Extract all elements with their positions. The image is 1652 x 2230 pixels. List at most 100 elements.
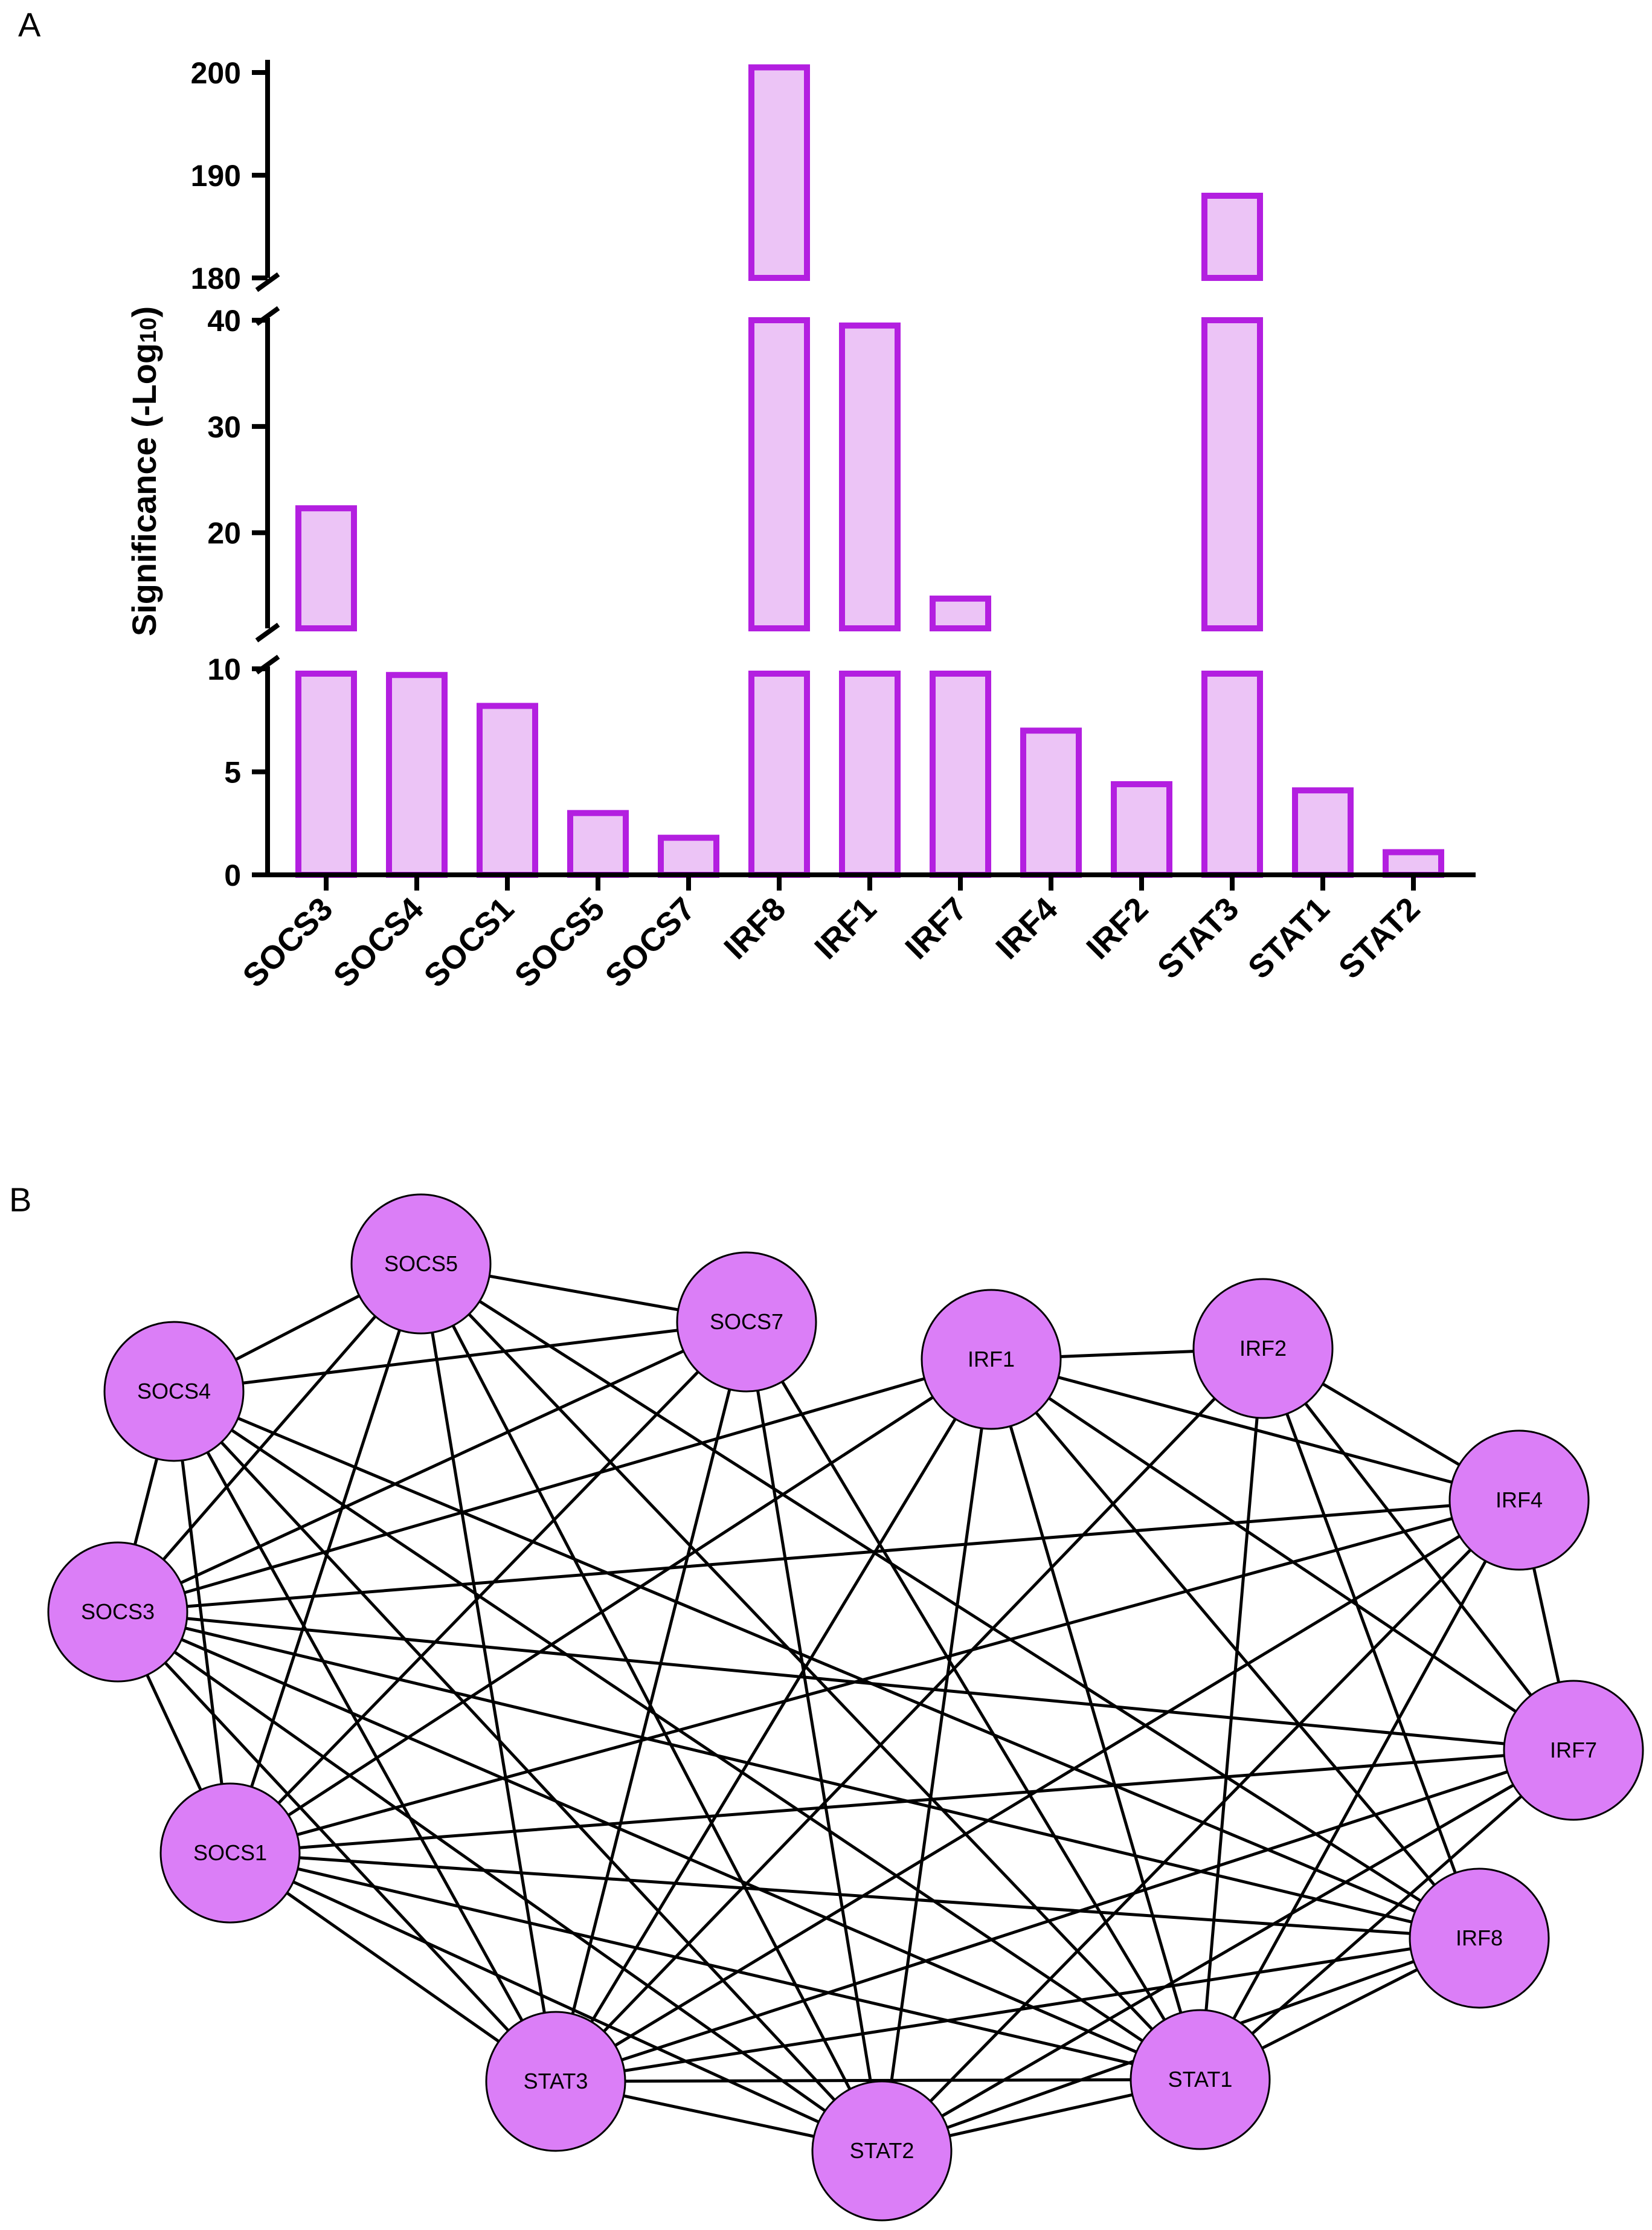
node-label: SOCS4 xyxy=(137,1379,211,1403)
axis-break-mark xyxy=(255,622,280,643)
y-tick-label: 0 xyxy=(224,859,241,892)
edge-socs4-stat1 xyxy=(173,1390,1201,2081)
node-irf1: IRF1 xyxy=(921,1289,1062,1430)
edge-irf7-socs1 xyxy=(230,1748,1574,1855)
x-tick-label: STAT3 xyxy=(1151,891,1246,986)
node-irf4: IRF4 xyxy=(1448,1429,1590,1571)
node-circle xyxy=(676,1251,817,1393)
y-ticks: 0 5 10 20 30 40 180 190 200 xyxy=(191,56,268,892)
node-stat2: STAT2 xyxy=(811,2080,953,2222)
edge-socs1-stat1 xyxy=(230,1851,1201,2081)
node-circle xyxy=(47,1541,188,1683)
node-socs4: SOCS4 xyxy=(103,1321,245,1462)
edge-socs5-socs3 xyxy=(117,1263,422,1613)
node-label: STAT2 xyxy=(850,2138,914,2163)
edge-irf7-stat2 xyxy=(881,1748,1575,2153)
node-circle xyxy=(485,2011,626,2152)
edge-socs5-stat3 xyxy=(419,1263,558,2082)
edge-socs7-socs4 xyxy=(173,1320,747,1393)
y-tick-label: 20 xyxy=(207,517,241,550)
edge-socs5-socs1 xyxy=(228,1263,423,1854)
edge-irf7-stat3 xyxy=(555,1748,1574,2083)
x-tick-label: STAT1 xyxy=(1241,891,1337,986)
node-socs5: SOCS5 xyxy=(350,1193,492,1335)
edge-irf4-stat2 xyxy=(881,1499,1520,2152)
bar-socs1-lower xyxy=(477,703,538,878)
node-label: IRF1 xyxy=(968,1347,1015,1371)
bar-irf8-middle xyxy=(748,317,810,631)
edge-socs7-stat1 xyxy=(745,1321,1202,2081)
node-label: SOCS3 xyxy=(81,1599,155,1624)
bar-stat3-upper xyxy=(1201,193,1263,281)
edge-irf7-stat1 xyxy=(1199,1749,1575,2081)
y-tick-label: 40 xyxy=(207,304,241,338)
edge-socs3-stat1 xyxy=(117,1610,1201,2081)
node-socs1: SOCS1 xyxy=(159,1782,301,1924)
y-axis-label-close: ) xyxy=(125,306,163,318)
edge-socs3-irf8 xyxy=(117,1610,1480,1940)
node-socs7: SOCS7 xyxy=(676,1251,817,1393)
edge-socs1-irf8 xyxy=(230,1851,1480,1940)
edge-socs3-stat3 xyxy=(117,1611,557,2083)
bar-socs5-lower xyxy=(567,810,629,878)
x-tick-label: IRF7 xyxy=(898,891,974,966)
edge-irf2-irf7 xyxy=(1262,1347,1575,1751)
edge-irf2-irf8 xyxy=(1261,1348,1481,1939)
bar-irf8-lower xyxy=(748,671,810,878)
node-label: SOCS1 xyxy=(193,1840,267,1865)
node-irf2: IRF2 xyxy=(1192,1278,1334,1419)
edge-socs7-stat3 xyxy=(554,1321,748,2082)
edge-irf1-stat1 xyxy=(989,1359,1202,2080)
y-tick-label: 200 xyxy=(191,56,241,90)
node-label: STAT3 xyxy=(524,2069,588,2093)
network-diagram: SOCS5 SOCS7 SOCS4 IRF1 IRF2 IRF4 SOCS3 IRF7 SOCS… xyxy=(47,1193,1644,2222)
node-circle xyxy=(921,1289,1062,1430)
bar-irf7-middle xyxy=(930,595,991,631)
x-tick-label: IRF4 xyxy=(989,891,1064,966)
node-circle xyxy=(1192,1278,1334,1419)
edge-socs4-socs1 xyxy=(172,1391,232,1854)
bars xyxy=(295,64,1444,878)
panel-b-label: B xyxy=(9,1181,31,1219)
bar-irf7-lower xyxy=(930,671,991,878)
x-tick-label: SOCS4 xyxy=(327,891,431,994)
bar-irf2-lower xyxy=(1111,781,1172,878)
bar-chart: 0 5 10 20 30 40 180 190 200 SOCS3SOCS4SOCS1SOCS5… xyxy=(125,56,1476,994)
y-tick-label: 10 xyxy=(207,653,241,686)
edge-irf4-stat1 xyxy=(1198,1499,1521,2081)
node-label: IRF8 xyxy=(1456,1925,1503,1950)
x-tick-label: SOCS1 xyxy=(417,891,521,994)
panel-a-label: A xyxy=(18,5,41,44)
bar-stat3-lower xyxy=(1201,671,1263,878)
bar-socs7-lower xyxy=(658,834,719,878)
edge-irf1-irf8 xyxy=(990,1358,1480,1939)
bar-stat3-middle xyxy=(1201,317,1263,631)
axis-break-mark xyxy=(255,272,280,292)
node-socs3: SOCS3 xyxy=(47,1541,188,1683)
y-tick-label: 180 xyxy=(191,262,241,295)
node-circle xyxy=(103,1321,245,1462)
edge-irf2-stat1 xyxy=(1198,1348,1265,2080)
node-circle xyxy=(159,1782,301,1924)
x-tick-label: STAT2 xyxy=(1332,891,1427,986)
node-label: IRF2 xyxy=(1239,1336,1287,1361)
edge-socs5-irf8 xyxy=(420,1262,1480,1940)
node-circle xyxy=(350,1193,492,1335)
node-stat1: STAT1 xyxy=(1130,2009,1271,2150)
edge-irf4-socs3 xyxy=(117,1498,1520,1614)
edge-socs4-stat3 xyxy=(172,1390,558,2083)
node-label: SOCS7 xyxy=(710,1309,783,1334)
network-nodes: SOCS5 SOCS7 SOCS4 IRF1 IRF2 IRF4 SOCS3 IRF7 SOCS… xyxy=(47,1193,1644,2222)
x-tick-label: IRF2 xyxy=(1079,891,1155,966)
edge-irf1-socs1 xyxy=(229,1358,992,1855)
edge-irf8-stat3 xyxy=(555,1936,1480,2083)
bar-irf8-upper xyxy=(748,64,810,281)
edge-socs7-stat2 xyxy=(745,1321,884,2151)
node-label: IRF7 xyxy=(1550,1738,1597,1762)
y-axis-label: Significance (-Log10) xyxy=(125,306,163,636)
node-irf8: IRF8 xyxy=(1409,1867,1550,2009)
node-label: STAT1 xyxy=(1168,2067,1233,2092)
y-axis-label-main: Significance (-Log xyxy=(125,343,163,636)
network-edges xyxy=(116,1262,1575,2153)
